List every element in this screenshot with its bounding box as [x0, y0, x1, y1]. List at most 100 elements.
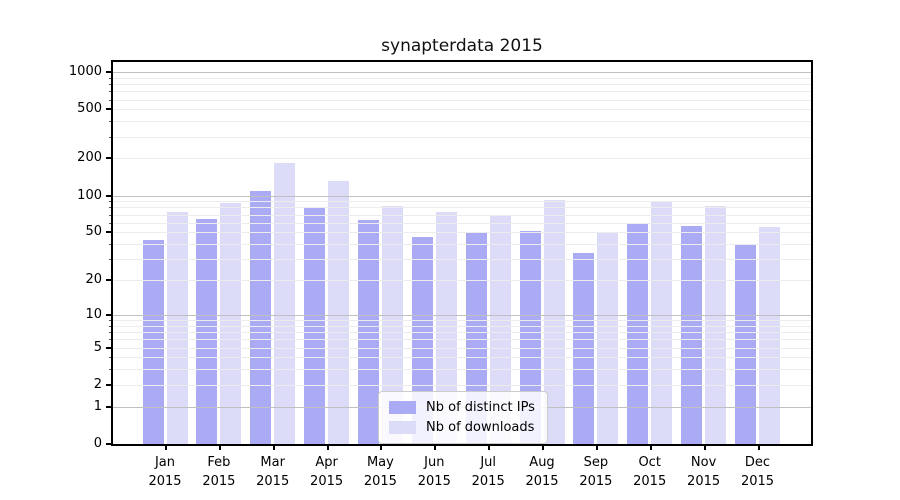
y-tick — [106, 383, 113, 386]
gridline-minor — [113, 347, 811, 349]
x-tick — [218, 444, 221, 450]
bar-downloads-mar — [274, 162, 296, 444]
bar-distinct-ips-feb — [196, 219, 218, 444]
bar-downloads-oct — [651, 201, 673, 444]
gridline-minor — [113, 369, 811, 371]
gridline-major — [113, 72, 811, 73]
y-minor-tick — [109, 214, 113, 216]
x-tick — [757, 444, 760, 450]
y-tick-label: 500 — [77, 101, 102, 117]
y-minor-tick — [109, 136, 113, 138]
bar-downloads-dec — [759, 227, 780, 444]
gridline-minor — [113, 158, 811, 160]
y-minor-tick — [109, 259, 113, 261]
y-tick — [106, 443, 113, 445]
y-tick — [106, 194, 113, 197]
y-tick — [106, 313, 113, 316]
legend-label: Nb of downloads — [426, 419, 535, 435]
x-tick-label: Mar 2015 — [256, 455, 290, 489]
gridline-minor — [113, 136, 811, 138]
y-minor-tick — [109, 369, 113, 371]
y-tick — [106, 346, 113, 349]
x-tick-label: Feb 2015 — [202, 455, 236, 489]
gridline-minor — [113, 280, 811, 282]
y-tick-label: 1000 — [68, 64, 102, 79]
gridline-minor — [113, 84, 811, 85]
y-minor-tick — [109, 77, 113, 79]
x-tick — [488, 444, 491, 450]
bar-downloads-nov — [705, 206, 727, 444]
bar-downloads-may — [381, 206, 403, 444]
x-tick-label: Oct 2015 — [633, 455, 667, 489]
gridline-minor — [113, 77, 811, 79]
y-tick-label: 5 — [93, 339, 102, 355]
legend-swatch-downloads — [389, 420, 416, 434]
y-minor-tick — [109, 207, 113, 209]
gridline-minor — [113, 339, 811, 341]
y-minor-tick — [109, 244, 113, 245]
x-tick — [595, 444, 598, 450]
gridline-minor — [113, 357, 811, 359]
y-minor-tick — [109, 121, 113, 123]
x-tick-label: Dec 2015 — [740, 455, 775, 489]
legend-item-downloads: Nb of downloads — [389, 417, 535, 437]
y-minor-tick — [109, 357, 113, 359]
gridline-minor — [113, 121, 811, 123]
bar-downloads-aug — [543, 199, 565, 444]
gridline-minor — [113, 259, 811, 261]
bar-downloads-apr — [328, 181, 350, 444]
gridline-minor — [113, 325, 811, 327]
x-tick-label: Jun 2015 — [417, 455, 451, 489]
y-minor-tick — [109, 325, 113, 327]
x-tick-label: Jan 2015 — [148, 455, 182, 489]
gridline-major — [113, 314, 811, 316]
chart-title: synapterdata 2015 — [381, 36, 543, 56]
x-tick — [649, 444, 652, 450]
bar-downloads-sep — [597, 232, 619, 444]
gridline-minor — [113, 244, 811, 245]
bar-distinct-ips-mar — [250, 191, 272, 444]
y-tick-label: 2 — [93, 376, 102, 392]
x-tick — [542, 444, 544, 450]
x-tick-label: Jul 2015 — [471, 455, 505, 489]
x-tick — [434, 444, 437, 450]
y-tick-label: 200 — [77, 150, 102, 166]
x-tick — [703, 444, 706, 450]
bar-downloads-jul — [489, 216, 511, 444]
x-tick — [326, 444, 329, 450]
gridline-minor — [113, 320, 811, 321]
x-tick-label: Sep 2015 — [579, 455, 613, 489]
y-minor-tick — [109, 222, 113, 224]
x-tick-label: May 2015 — [363, 455, 397, 489]
gridline-minor — [113, 232, 811, 234]
x-tick-label: Aug 2015 — [525, 455, 559, 489]
y-tick — [106, 405, 113, 408]
x-tick — [380, 444, 383, 450]
y-tick-label: 0 — [93, 436, 102, 451]
y-tick — [106, 231, 113, 234]
gridline-minor — [113, 99, 811, 101]
legend: Nb of distinct IPs Nb of downloads — [378, 391, 548, 444]
y-tick-label: 20 — [85, 272, 102, 288]
bar-distinct-ips-dec — [735, 245, 756, 444]
gridline-minor — [113, 109, 811, 111]
gridline-minor — [113, 222, 811, 224]
gridline-major — [113, 195, 811, 197]
gridline-minor — [113, 332, 811, 333]
gridline-minor — [113, 201, 811, 203]
gridline-minor — [113, 91, 811, 93]
y-tick-label: 100 — [77, 187, 102, 203]
bar-downloads-jan — [166, 211, 188, 444]
gridline-minor — [113, 207, 811, 209]
y-tick-label: 10 — [85, 306, 102, 322]
x-tick — [165, 444, 167, 450]
y-minor-tick — [109, 201, 113, 203]
y-minor-tick — [109, 99, 113, 101]
gridline-minor — [113, 384, 811, 386]
bar-distinct-ips-oct — [627, 223, 649, 444]
x-tick-label: Apr 2015 — [310, 455, 344, 489]
y-minor-tick — [109, 320, 113, 321]
bar-distinct-ips-aug — [519, 231, 541, 444]
legend-label: Nb of distinct IPs — [426, 399, 535, 415]
